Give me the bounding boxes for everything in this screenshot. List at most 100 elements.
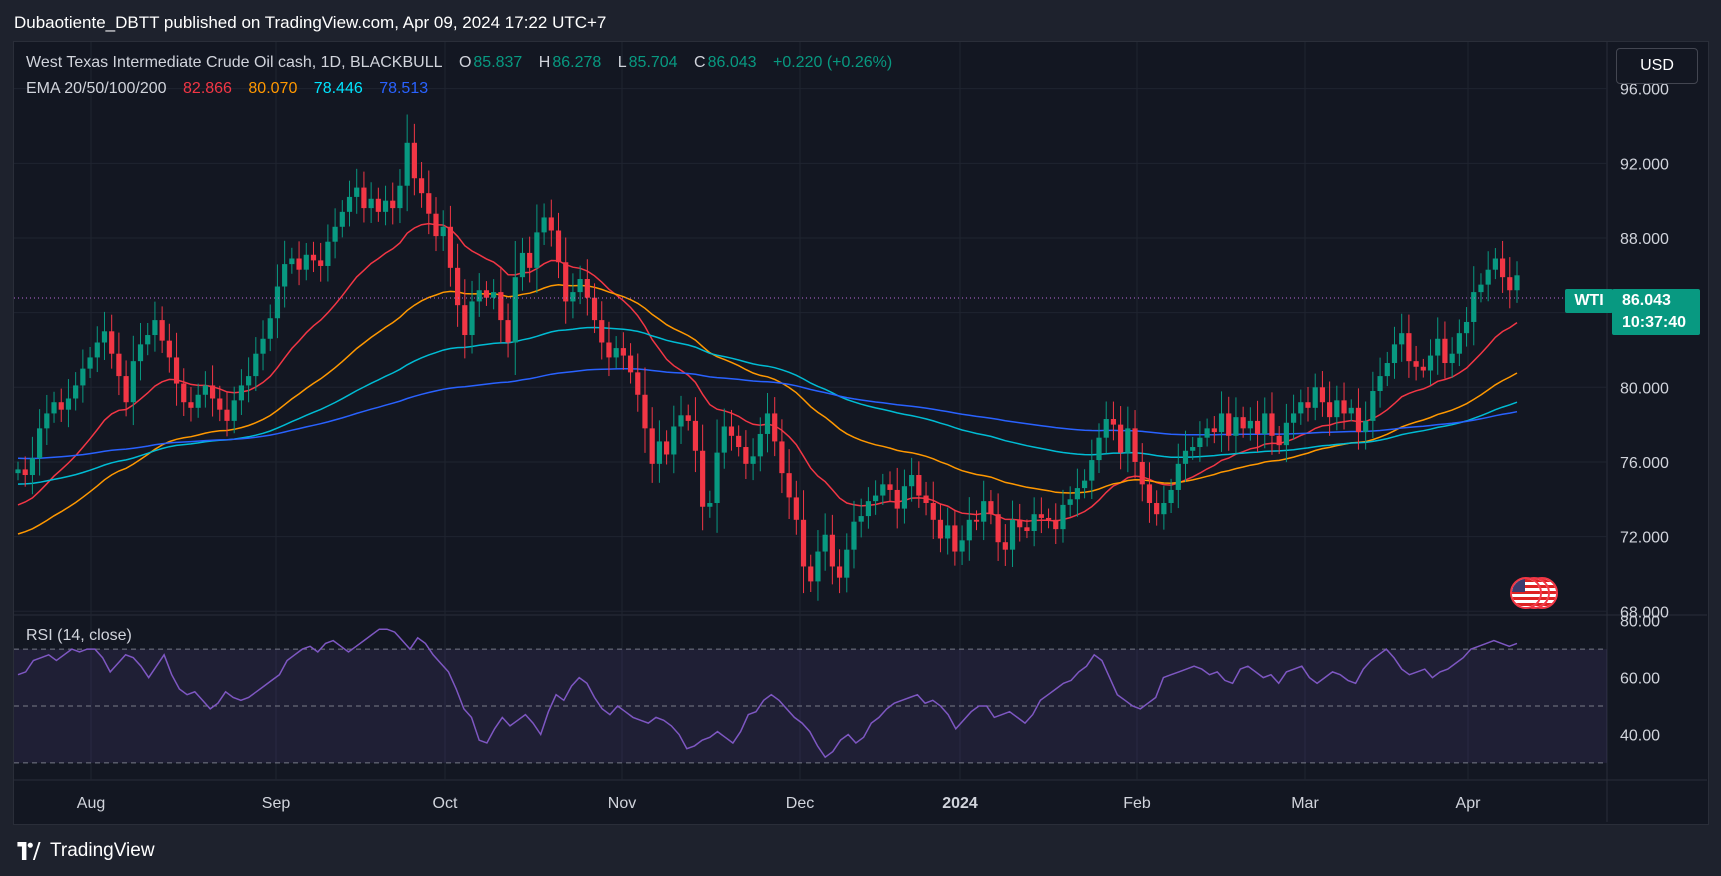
- candle: [786, 449, 792, 519]
- candle: [923, 481, 929, 516]
- candle-body: [909, 475, 915, 487]
- candle-body: [289, 258, 295, 265]
- candle: [656, 420, 662, 483]
- candle: [1355, 388, 1362, 450]
- candle-body: [1334, 400, 1340, 418]
- change-value: +0.220 (+0.26%): [772, 54, 893, 71]
- candle-body: [130, 361, 136, 403]
- candle-body: [447, 226, 454, 268]
- candle-body: [627, 355, 634, 373]
- candle-body: [440, 226, 446, 237]
- candle-body: [159, 320, 165, 341]
- candle: [1197, 421, 1203, 462]
- candle: [1377, 357, 1383, 408]
- candle: [988, 490, 994, 525]
- candle: [390, 182, 396, 225]
- candle-body: [173, 357, 180, 384]
- economic-events[interactable]: [1510, 577, 1570, 609]
- candle-body: [527, 252, 533, 268]
- candle-body: [1471, 292, 1477, 322]
- candle: [44, 394, 50, 445]
- candle: [1413, 345, 1419, 381]
- candle: [1471, 266, 1477, 346]
- ema50-line: [17, 284, 1518, 535]
- candle-body: [209, 385, 216, 399]
- ema-legend: EMA 20/50/100/200 82.866 80.070 78.446 7…: [26, 80, 430, 98]
- candle-body: [981, 501, 987, 522]
- candle-body: [390, 200, 396, 209]
- close-value: 86.043: [707, 54, 757, 71]
- candle: [570, 273, 576, 319]
- candle-body: [779, 441, 785, 474]
- candle: [808, 554, 814, 592]
- candle: [217, 385, 223, 422]
- candle: [188, 387, 194, 422]
- price-axis-label: 80.000: [1620, 380, 1669, 397]
- candle: [462, 279, 468, 359]
- candle-body: [1254, 420, 1261, 434]
- candle: [332, 208, 338, 259]
- candle-body: [1298, 402, 1304, 414]
- candle-body: [1276, 435, 1282, 446]
- candle: [339, 200, 345, 238]
- candle-body: [1305, 402, 1311, 408]
- candle: [642, 367, 648, 453]
- candle-body: [65, 398, 72, 410]
- candle: [1319, 371, 1326, 417]
- candle: [1348, 399, 1354, 422]
- low-value: 85.704: [628, 54, 678, 71]
- candle-body: [1197, 437, 1203, 448]
- candle-body: [728, 426, 735, 436]
- candle: [1269, 392, 1275, 455]
- candle-body: [1507, 277, 1513, 291]
- candle: [1218, 391, 1225, 452]
- candle-body: [123, 376, 129, 403]
- candle: [1254, 400, 1261, 453]
- candle: [166, 323, 172, 373]
- rsi-axis-label: 40.00: [1620, 727, 1660, 744]
- candle: [577, 265, 583, 305]
- candle: [447, 205, 454, 287]
- candle: [1110, 401, 1117, 441]
- candle: [1370, 371, 1376, 439]
- candle-body: [685, 415, 691, 421]
- candle-body: [1031, 514, 1037, 532]
- tradingview-logo[interactable]: TradingView: [14, 840, 155, 862]
- candle: [173, 332, 180, 406]
- candle-body: [109, 331, 115, 354]
- candle: [627, 343, 634, 384]
- candle: [685, 404, 691, 431]
- candle: [1146, 462, 1153, 523]
- candle: [1478, 273, 1484, 303]
- candle-body: [1154, 503, 1160, 515]
- candle: [1363, 401, 1369, 450]
- rsi-band: [14, 648, 1607, 764]
- candle: [382, 185, 389, 226]
- candle: [1175, 443, 1181, 509]
- candle: [800, 490, 807, 594]
- candle: [1427, 339, 1434, 386]
- candle: [1154, 490, 1160, 526]
- candle-body: [1081, 480, 1088, 489]
- candle-body: [303, 254, 309, 270]
- candle: [58, 388, 64, 422]
- open-value: 85.837: [473, 54, 523, 71]
- high-label: H: [538, 54, 551, 71]
- candle-body: [1312, 387, 1318, 408]
- candle-body: [901, 486, 908, 509]
- currency-button[interactable]: USD: [1616, 48, 1698, 84]
- candle: [73, 372, 79, 411]
- candle-body: [455, 267, 461, 306]
- candle-body: [1370, 391, 1376, 421]
- candle-body: [332, 226, 338, 242]
- candle-body: [267, 318, 273, 339]
- us-flag-icon[interactable]: [1510, 577, 1542, 609]
- candle-body: [678, 415, 684, 427]
- candle-body: [1435, 338, 1441, 356]
- candle-body: [1204, 428, 1210, 438]
- candle-body: [1139, 461, 1145, 485]
- candle-body: [476, 290, 482, 302]
- candle: [966, 497, 972, 561]
- candle: [87, 346, 93, 379]
